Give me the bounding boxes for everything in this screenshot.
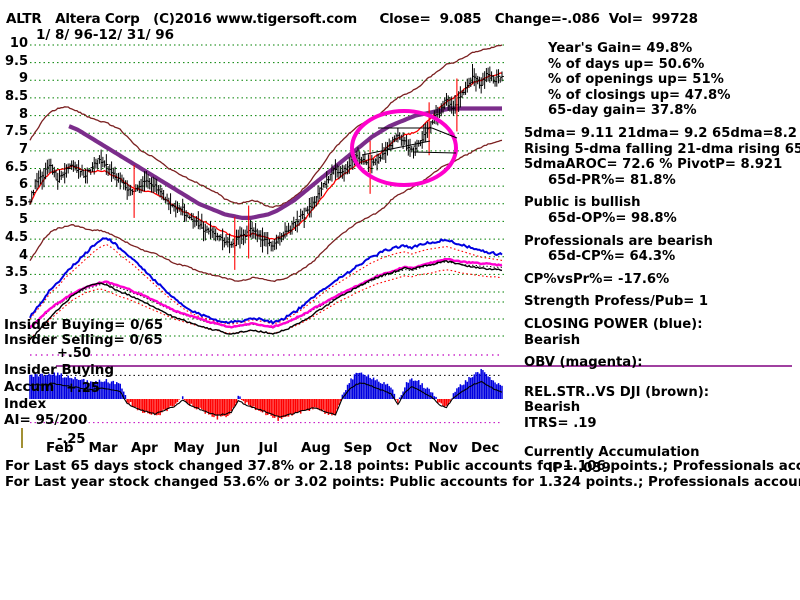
info-panel-row: Public is bullish [524,195,641,211]
price-gridlines [30,44,506,337]
info-panel-row: Bearish [524,400,581,416]
insider-buying-caption: Insider Buying= 0/65 [4,317,164,333]
accum-panel-title-line3: Index [4,396,47,412]
price-axis-label: 7 [18,141,28,157]
price-axis-label: 9.5 [4,53,28,69]
month-label: Jul [258,440,278,456]
info-panel-row: ITRS= .19 [524,415,597,431]
price-axis-label: 3 [18,283,28,298]
price-axis-label: 9 [18,71,28,87]
month-label: Aug [301,440,331,456]
close-label: Close= [379,11,431,27]
obv-trend-dotted [29,261,502,330]
price-axis-label: 4 [18,247,28,263]
info-panel-spacer [524,265,800,272]
copyright-notice: (C)2016 www.tigersoft.com [153,11,357,27]
month-label: Apr [131,440,158,456]
closing-power-line [29,237,503,325]
footer-line-65-days: For Last 65 days stock changed 37.8% or … [5,459,800,474]
company-name: Altera Corp [55,11,140,27]
accum-axis-label: -.25 [57,432,86,447]
info-panel-row: % of days up= 50.6% [548,56,705,72]
volume-label: Vol= [608,11,643,27]
month-label: May [173,440,205,456]
chart-header-line: ALTR Altera Corp (C)2016 www.tigersoft.c… [6,11,698,27]
info-panel-spacer [524,378,800,385]
price-axis-label: 8 [18,106,28,122]
date-range-label: 1/ 8/ 96-12/ 31/ 96 [36,27,175,43]
info-panel-row: Professionals are bearish [524,233,713,249]
price-axis-label: 8.5 [4,88,28,104]
info-panel-row: CP%vsPr%= -17.6% [524,271,670,287]
statistics-info-panel: Year's Gain= 49.8%% of days up= 50.6%% o… [524,41,800,477]
info-panel-row: Year's Gain= 49.8% [548,41,693,56]
info-panel-row: 65d-CP%= 64.3% [548,249,676,265]
price-axis-label: 4.5 [4,230,28,246]
accumulation-overlay-line [29,380,503,418]
info-panel-row: % of closings up= 47.8% [548,87,731,103]
info-panel-spacer [524,431,800,438]
relative-strength-line [29,260,503,341]
info-panel-row: Strength Profess/Pub= 1 [524,294,709,310]
ticker-symbol: ALTR [6,11,42,27]
info-panel-row: 65-day gain= 37.8% [548,103,697,119]
info-panel-row: OBV (magenta): [524,355,643,371]
obv-line [29,257,503,329]
info-panel-row: Currently Accumulation [524,445,700,461]
month-label: Jun [216,440,241,456]
info-panel-spacer [524,310,800,317]
change-label: Change= [494,11,562,27]
info-panel-row: Rising 5-dma falling 21-dma rising 65-dm… [524,141,800,157]
accum-panel-title-line2: Accum [4,379,55,395]
info-panel-spacer [524,438,800,445]
info-panel-spacer [524,119,800,126]
info-panel-row: REL.STR..VS DJI (brown): [524,384,710,400]
change-value: -.086 [561,11,600,27]
info-panel-spacer [524,227,800,234]
info-panel-row: 5dma= 9.11 21dma= 9.2 65dma=8.2 [524,125,797,141]
month-label: Feb [46,440,74,456]
month-label: Nov [428,440,458,456]
closing-power-trend-dotted [29,243,503,325]
price-axis-label: 3.5 [4,265,28,281]
month-label: Dec [471,440,500,456]
info-panel-spacer [524,188,800,195]
footer-line-last-year: For Last year stock changed 53.6% or 3.0… [5,475,800,490]
month-label: Oct [386,440,412,456]
trendline-group [361,127,458,156]
accum-panel-title-line1: Insider Buying [4,362,115,378]
info-panel-spacer [524,348,800,355]
accum-index-value: AI= 95/200 [4,412,88,428]
price-axis-label: 10 [9,36,28,51]
price-axis-label: 5.5 [4,194,28,210]
info-panel-row: IP= .059 [548,461,611,477]
info-panel-row: 5dmaAROC= 72.6 % PivotP= 8.921 [524,157,783,173]
info-panel-row: 65d-OP%= 98.8% [548,210,677,226]
info-panel-row: % of openings up= 51% [548,72,724,88]
accum-axis-label: +.50 [57,346,91,361]
volume-value: 99728 [651,11,698,27]
bollinger-upper-band [29,44,503,208]
month-label: Sep [343,440,373,456]
info-panel-row: Bearish [524,332,581,348]
price-axis-label: 7.5 [4,124,28,140]
month-label: Mar [88,440,118,456]
info-panel-row: CLOSING POWER (blue): [524,316,703,332]
accum-axis-label: +.25 [66,381,100,396]
magenta-circle-highlight [350,109,458,187]
close-value: 9.085 [439,11,482,27]
insider-selling-caption: Insider Selling= 0/65 [4,332,163,348]
moving-average-65dma [68,106,502,220]
price-bars-red-highlight [133,78,458,270]
price-ohlc-bars [28,63,504,255]
price-axis-label: 6.5 [4,159,28,175]
info-panel-spacer [524,371,800,378]
info-panel-spacer [524,287,800,294]
price-axis-label: 5 [18,212,28,228]
rel-strength-trend-dotted [29,269,503,339]
info-panel-row: 65d-PR%= 81.8% [548,172,676,188]
price-axis-label: 6 [18,177,28,193]
